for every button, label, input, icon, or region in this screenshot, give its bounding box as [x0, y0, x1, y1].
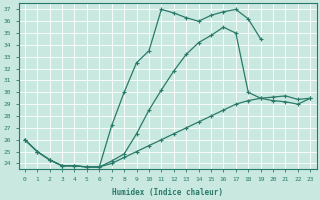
- X-axis label: Humidex (Indice chaleur): Humidex (Indice chaleur): [112, 188, 223, 197]
